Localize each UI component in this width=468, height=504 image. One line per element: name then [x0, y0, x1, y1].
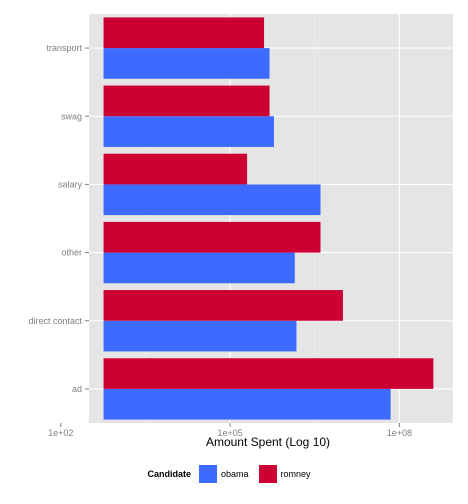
- y-axis: ad direct contact other salary swag transport: [28, 43, 89, 394]
- bar-romney-direct-contact: [103, 290, 343, 321]
- bar-obama-transport: [103, 48, 270, 79]
- legend: Candidate obama romney: [0, 462, 468, 486]
- x-tick-label: 1e+02: [48, 428, 73, 438]
- x-tick-label: 1e+05: [217, 428, 242, 438]
- x-axis: 1e+02 1e+05 1e+08: [48, 423, 412, 438]
- bar-obama-direct-contact: [103, 320, 297, 352]
- x-tick-label: 1e+08: [387, 428, 412, 438]
- bar-romney-ad: [103, 358, 434, 389]
- y-tick-label: swag: [61, 111, 82, 121]
- bar-obama-other: [103, 252, 295, 284]
- legend-title: Candidate: [147, 469, 191, 479]
- bar-obama-swag: [103, 116, 274, 147]
- y-tick-label: other: [61, 248, 82, 258]
- x-axis-title: Amount Spent (Log 10): [206, 435, 330, 449]
- legend-key-romney: [258, 465, 277, 483]
- bar-romney-other: [103, 221, 321, 253]
- bar-romney-salary: [103, 153, 248, 185]
- legend-key-obama: [198, 465, 217, 483]
- bar-romney-swag: [103, 85, 270, 117]
- bars: [103, 17, 434, 420]
- bar-obama-ad: [103, 388, 391, 420]
- legend-label-romney: romney: [280, 469, 311, 479]
- bar-romney-transport: [103, 17, 265, 49]
- legend-label-obama: obama: [220, 469, 249, 479]
- plot-panel: [89, 14, 453, 423]
- bar-obama-salary: [103, 184, 321, 216]
- y-tick-label: ad: [72, 384, 82, 394]
- y-tick-label: salary: [58, 179, 83, 189]
- y-tick-label: transport: [46, 43, 82, 53]
- y-tick-label: direct contact: [28, 316, 82, 326]
